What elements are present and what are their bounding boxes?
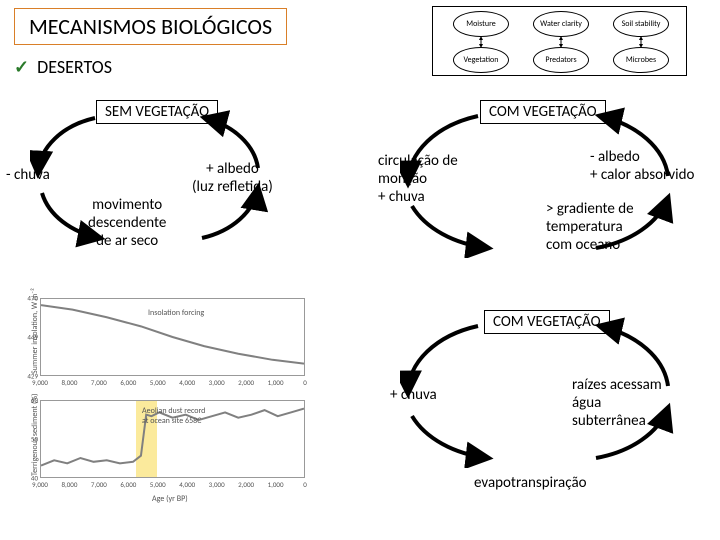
cycle1-left: - chuva [6,166,50,184]
subtitle-desertos: ✓ DESERTOS [14,56,112,78]
page-title: MECANISMOS BIOLÓGICOS [14,8,287,45]
cycle3-header: COM VEGETAÇÃO [484,310,610,334]
cycle2-left: circulação demonção+ chuva [378,152,458,206]
cycle2-right-bottom: > gradiente detemperaturacom oceano [546,200,634,254]
cycle2-right-top: - albedo+ calor absorvido [590,148,694,184]
cycle3-right: raízes acessamáguasubterrânea [572,376,662,430]
cycle2-header: COM VEGETAÇÃO [480,100,606,124]
chart-bottom-yticks: 405060 [22,400,38,478]
cycle1-header: SEM VEGETAÇÃO [96,100,218,124]
check-icon: ✓ [14,56,29,78]
chart-top-yticks: 429449470 [14,298,38,376]
subtitle-text: DESERTOS [37,56,112,78]
top-oval-diagram: Moisture Water clarity Soil stability Ve… [432,6,687,76]
cycle1-right: + albedo(luz refletida) [192,160,273,196]
cycle1-bottom: movimentodescendentede ar seco [88,196,166,250]
chart-top-xticks: 9,0008,0007,0006,0005,0004,0003,0002,000… [40,378,305,388]
cycle3-left: + chuva [390,386,437,404]
top-diagram-arrows [433,7,686,75]
chart-bottom-xticks: 9,0008,0007,0006,0005,0004,0003,0002,000… [40,480,305,490]
chart-bottom-xlabel: Age (yr BP) [152,494,188,504]
chart-bottom-series: Aeolian dust recordat ocean site 658C [142,406,205,426]
cycle3-bottom: evapotranspiração [474,474,587,492]
chart-top-series: Insolation forcing [148,308,204,318]
